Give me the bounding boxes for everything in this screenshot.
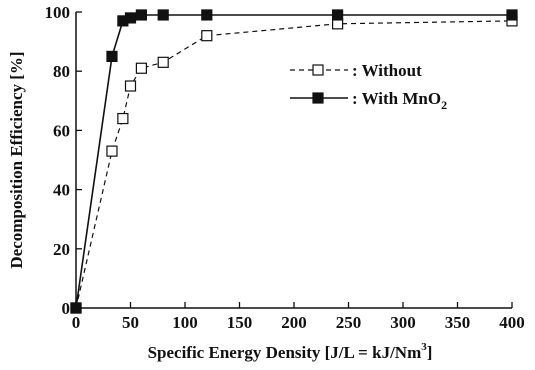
x-axis-title-main: Specific Energy Density [J/L = kJ/Nm bbox=[148, 343, 422, 362]
y-tick-label: 100 bbox=[45, 3, 71, 22]
y-tick-label: 0 bbox=[62, 299, 71, 318]
series-without-point bbox=[117, 112, 129, 125]
series-layer bbox=[70, 9, 518, 314]
x-ticks: 0 50 100 150 200 250 300 350 400 bbox=[72, 302, 525, 332]
series-with-mno2-point bbox=[70, 302, 82, 314]
x-tick-label: 200 bbox=[281, 313, 307, 332]
y-axis-title: Decomposition Efficiency [%] bbox=[7, 51, 26, 268]
x-tick-label: 100 bbox=[172, 313, 198, 332]
series-without-point bbox=[106, 145, 118, 157]
x-axis-title: Specific Energy Density [J/L = kJ/Nm3] bbox=[148, 341, 433, 362]
legend: : Without : With MnO2 bbox=[290, 61, 447, 112]
y-tick-label: 40 bbox=[53, 181, 70, 200]
series-with-mno2-point bbox=[124, 12, 137, 24]
x-tick-label: 250 bbox=[336, 313, 362, 332]
x-tick-label: 300 bbox=[390, 313, 416, 332]
legend-without-label: : Without bbox=[352, 61, 422, 80]
x-axis-title-end: ] bbox=[427, 343, 433, 362]
x-tick-label: 0 bbox=[72, 313, 81, 332]
y-tick-label: 80 bbox=[53, 62, 70, 81]
series-without-point bbox=[124, 80, 137, 92]
axes bbox=[75, 12, 512, 309]
series-with-mno2-point bbox=[332, 9, 344, 21]
legend-with-mno2-subscript: 2 bbox=[441, 98, 447, 112]
series-without-point bbox=[201, 30, 213, 42]
series-without-point bbox=[135, 62, 147, 74]
x-axis-title-superscript: 3 bbox=[421, 341, 427, 353]
series-without-point bbox=[157, 56, 169, 68]
x-tick-label: 150 bbox=[227, 313, 253, 332]
series-with-mno2-point bbox=[157, 9, 169, 21]
legend-with-mno2-marker bbox=[312, 92, 324, 104]
legend-without-marker bbox=[312, 64, 324, 76]
x-tick-label: 400 bbox=[499, 313, 525, 332]
x-tick-label: 350 bbox=[445, 313, 471, 332]
series-with-mno2-point bbox=[201, 9, 213, 21]
x-tick-label: 50 bbox=[122, 313, 139, 332]
series-with-mno2-point bbox=[106, 50, 118, 63]
series-with-mno2-point bbox=[506, 9, 518, 21]
y-ticks: 0 20 40 60 80 100 bbox=[45, 3, 82, 318]
series-with-mno2-point bbox=[135, 9, 147, 21]
series-with-mno2-line bbox=[75, 14, 512, 309]
legend-with-mno2-prefix: : With MnO bbox=[352, 89, 441, 108]
y-tick-label: 20 bbox=[53, 240, 70, 259]
legend-with-mno2-label: : With MnO2 bbox=[352, 89, 447, 112]
series-without-line bbox=[75, 20, 513, 309]
y-tick-label: 60 bbox=[53, 121, 70, 140]
